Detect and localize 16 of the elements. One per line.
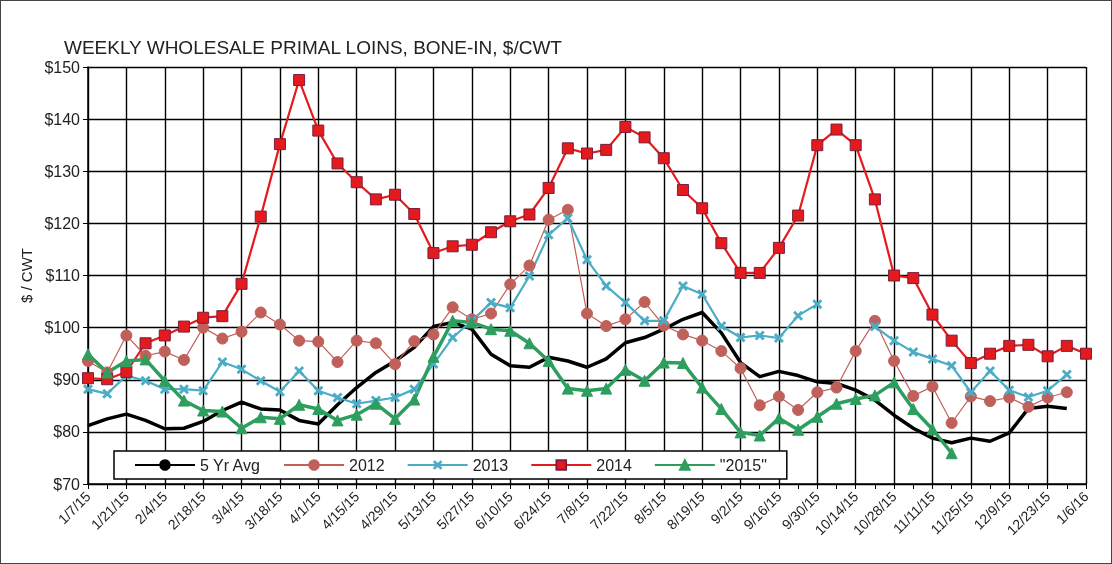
y-tick-label: $90	[53, 371, 81, 389]
legend-label: 5 Yr Avg	[200, 456, 260, 474]
y-tick-label: $150	[44, 58, 81, 76]
y-tick-label: $130	[44, 162, 81, 180]
legend-label: 2014	[596, 456, 632, 474]
legend-label: 2012	[349, 456, 385, 474]
y-tick-label: $110	[45, 267, 81, 284]
y-tick-label: $80	[53, 423, 81, 441]
y-tick-label: $140	[44, 110, 81, 128]
y-tick-label: $120	[44, 214, 81, 232]
chart-title: WEEKLY WHOLESALE PRIMAL LOINS, BONE-IN, $/CWT	[64, 37, 563, 58]
legend-label: 2013	[472, 456, 509, 474]
y-tick-label: $70	[53, 475, 81, 493]
y-tick-label: $100	[44, 319, 81, 337]
legend-label: "2015"	[719, 456, 767, 474]
y-axis-title: $ / CWT	[17, 248, 35, 303]
